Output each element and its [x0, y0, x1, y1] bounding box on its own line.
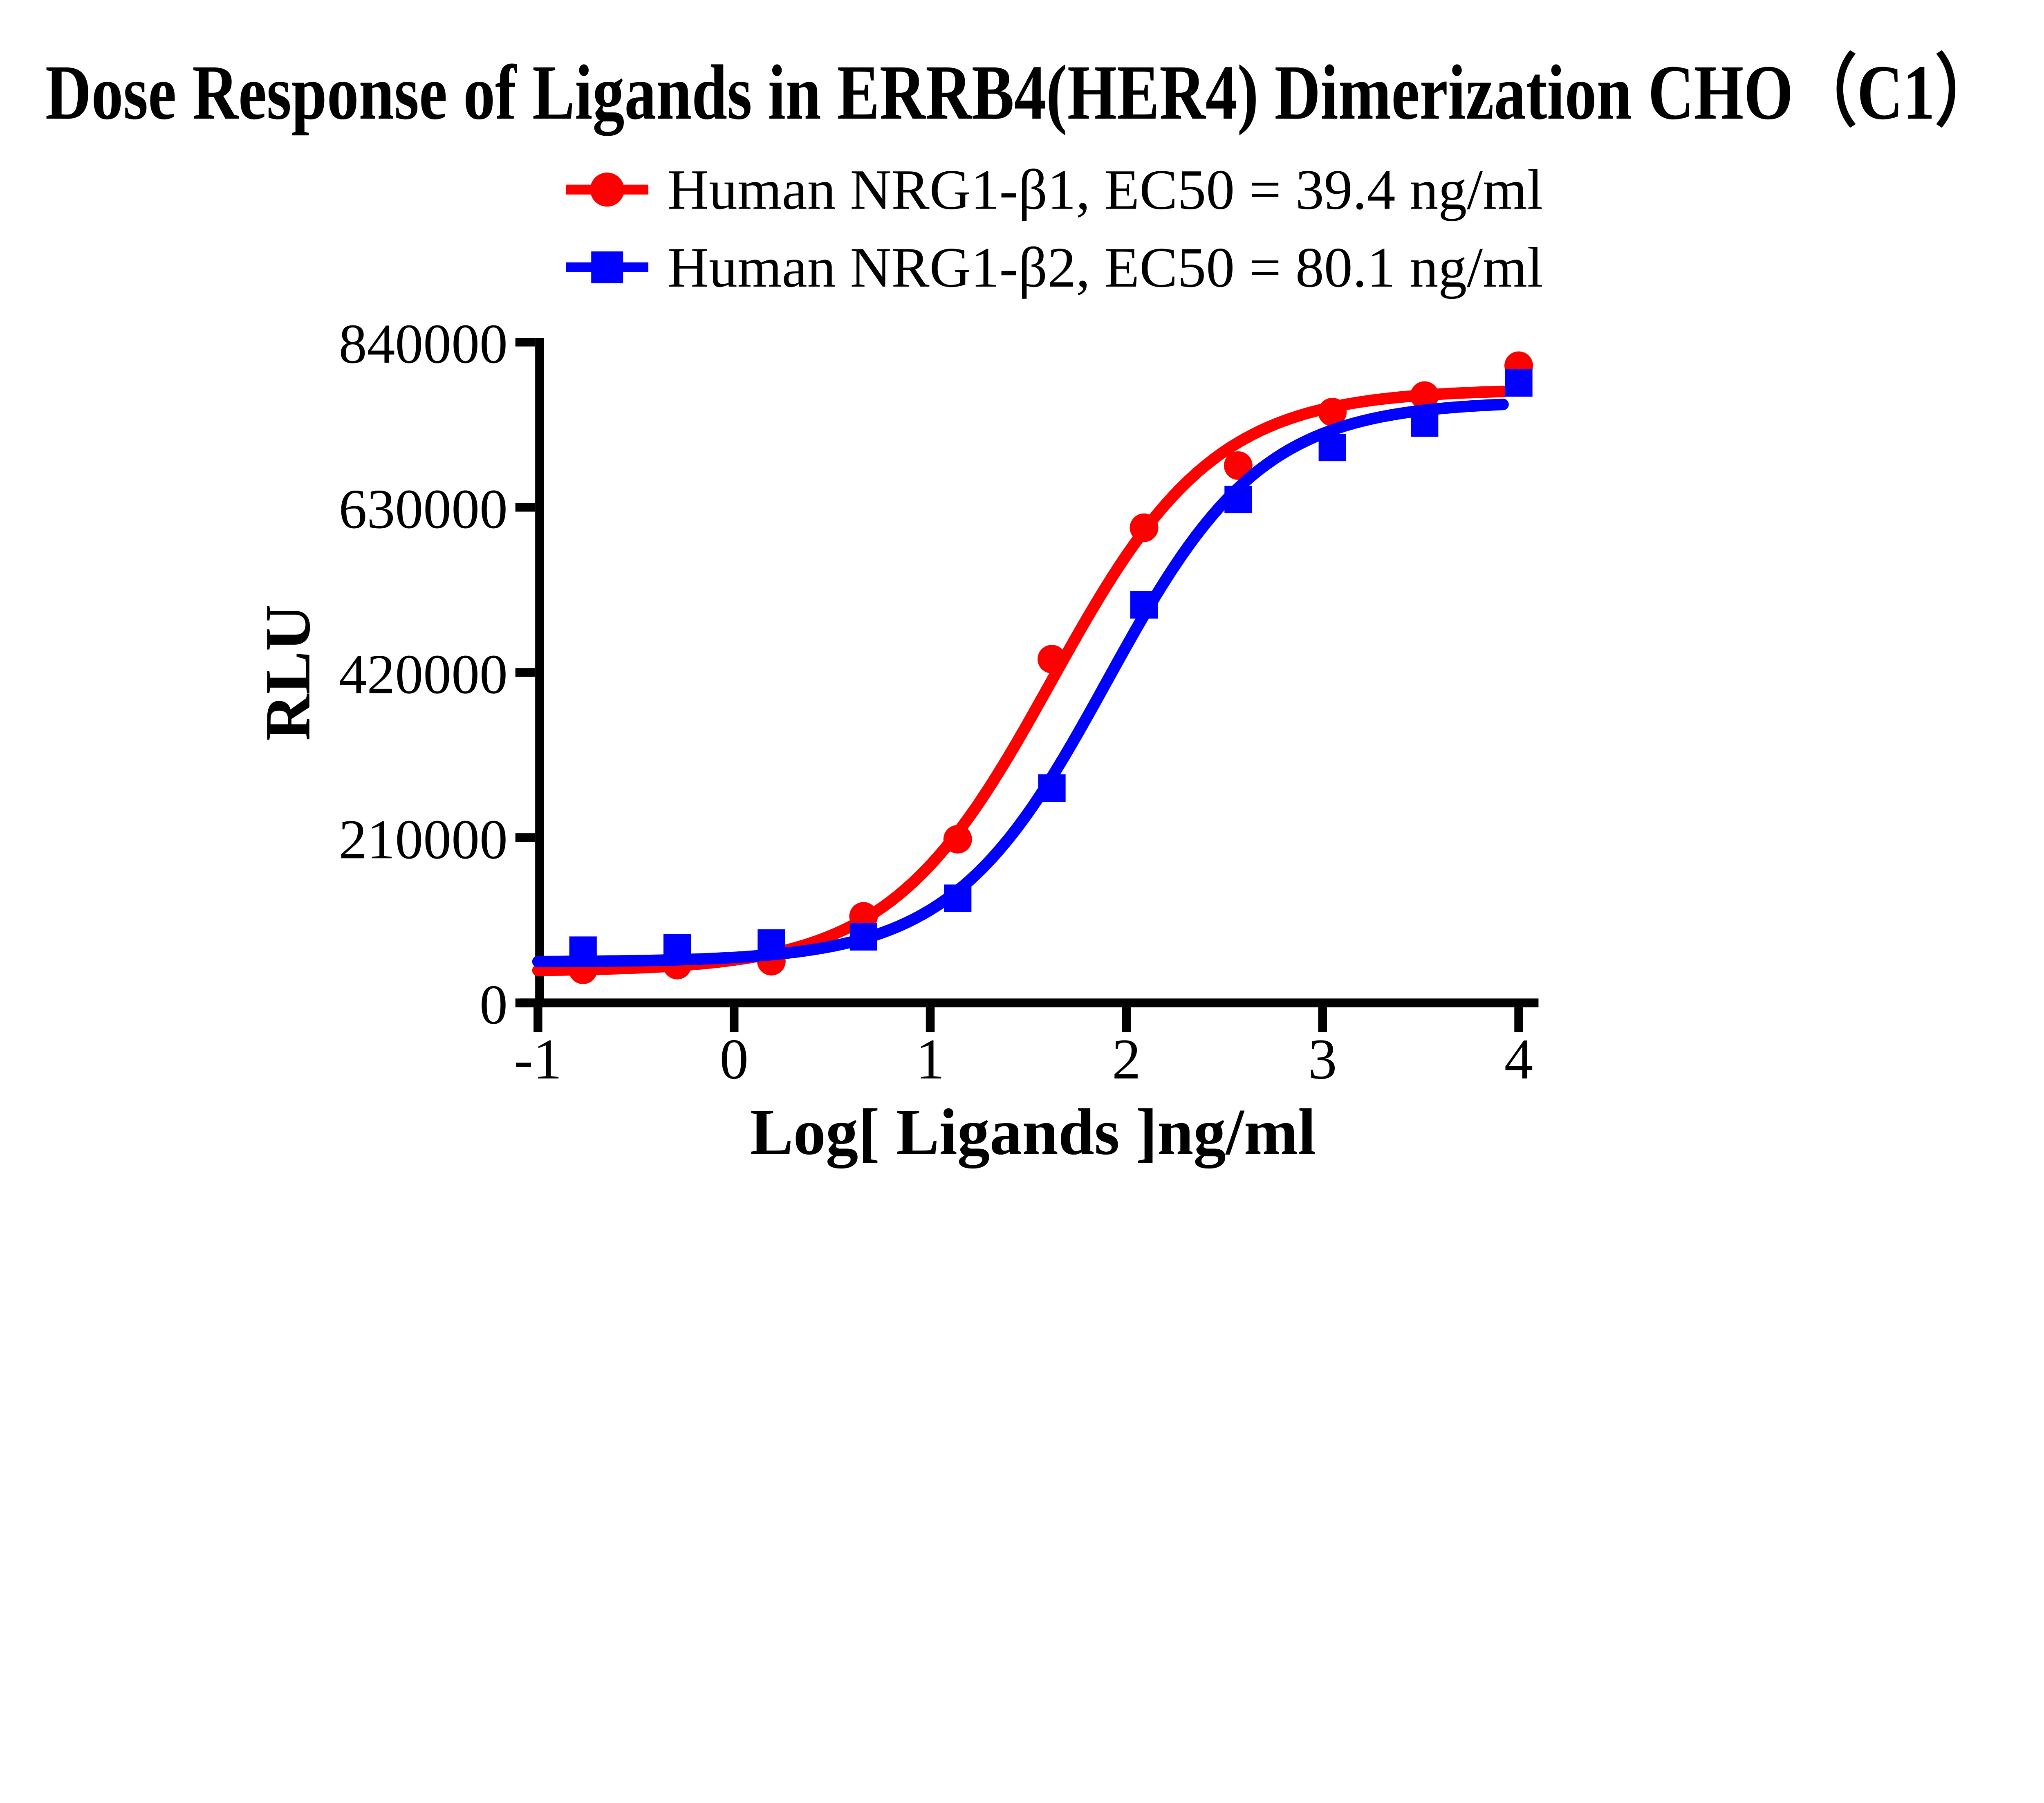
x-tick-label: 4 [1504, 1027, 1533, 1091]
x-tick-label: -1 [514, 1027, 562, 1091]
fit-curve-0 [532, 386, 1509, 976]
legend-label-nrg1-b1: Human NRG1-β1, EC50 = 39.4 ng/ml [668, 158, 1543, 222]
y-tick-label: 420000 [339, 643, 508, 705]
legend-circle-marker-icon [590, 173, 624, 207]
y-axis-title: RLU [252, 604, 324, 740]
x-tick-label: 3 [1308, 1027, 1337, 1091]
legend-item-nrg1-b1: Human NRG1-β1, EC50 = 39.4 ng/ml [566, 158, 1543, 222]
dose-response-chart: Dose Response of Ligands in ERRB4(HER4) … [45, 49, 1999, 1169]
legend-square-marker-icon [591, 251, 623, 283]
fit-curve-1 [532, 399, 1509, 968]
data-point-human-nrg1-2 [1505, 369, 1533, 397]
x-tick-label: 0 [719, 1027, 749, 1091]
data-point-human-nrg1-1 [1224, 451, 1253, 480]
legend: Human NRG1-β1, EC50 = 39.4 ng/ml Human N… [566, 158, 1543, 299]
x-tick-label: 2 [1112, 1027, 1141, 1091]
y-tick-label: 210000 [339, 808, 508, 870]
x-axis-title: Log[ Ligands ]ng/ml [750, 1095, 1316, 1169]
legend-label-nrg1-b2: Human NRG1-β2, EC50 = 80.1 ng/ml [668, 236, 1543, 299]
y-tick-label: 630000 [339, 478, 508, 540]
y-tick-label: 840000 [339, 312, 508, 375]
x-tick-label: 1 [916, 1027, 945, 1091]
y-tick-label: 0 [480, 973, 508, 1036]
legend-item-nrg1-b2: Human NRG1-β2, EC50 = 80.1 ng/ml [566, 236, 1543, 299]
chart-title: Dose Response of Ligands in ERRB4(HER4) … [45, 49, 1999, 136]
